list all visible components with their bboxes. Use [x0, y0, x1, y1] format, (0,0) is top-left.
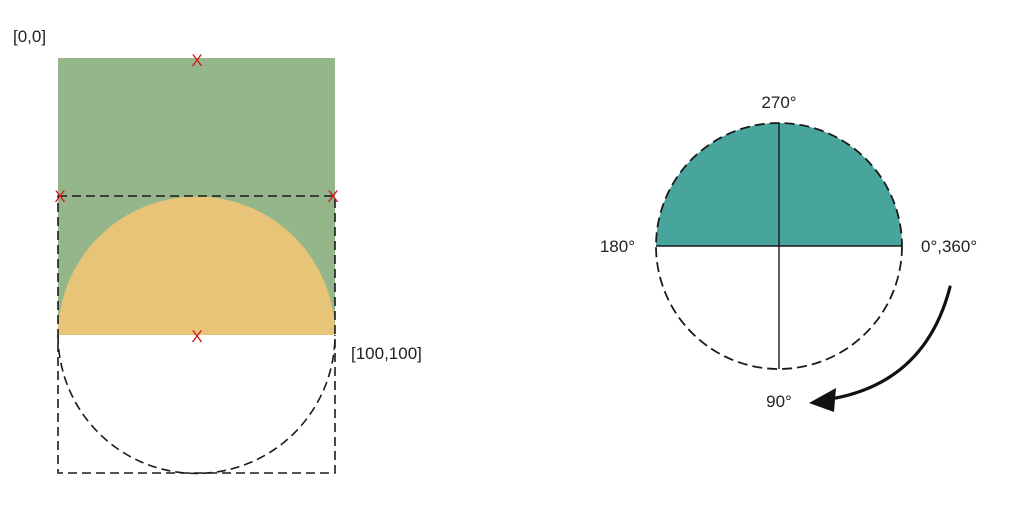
marker-left-middle: X — [54, 187, 65, 206]
angle-label-270: 270° — [761, 93, 796, 112]
marker-right-middle: X — [327, 187, 338, 206]
direction-arrow-curve — [834, 285, 952, 400]
angle-label-0-360: 0°,360° — [921, 237, 977, 256]
arrow-head-icon — [809, 388, 836, 412]
marker-center: X — [191, 327, 202, 346]
right-diagram: 270° 180° 0°,360° 90° — [600, 93, 977, 412]
corner-label: [100,100] — [351, 344, 422, 363]
origin-label: [0,0] — [13, 27, 46, 46]
angle-label-180: 180° — [600, 237, 635, 256]
dashed-lower-semicircle — [57, 334, 336, 475]
marker-top-center: X — [191, 51, 202, 70]
angle-label-90: 90° — [766, 392, 792, 411]
yellow-semicircle — [58, 196, 335, 335]
left-diagram: [0,0] [100,100] X X X X — [13, 27, 422, 475]
